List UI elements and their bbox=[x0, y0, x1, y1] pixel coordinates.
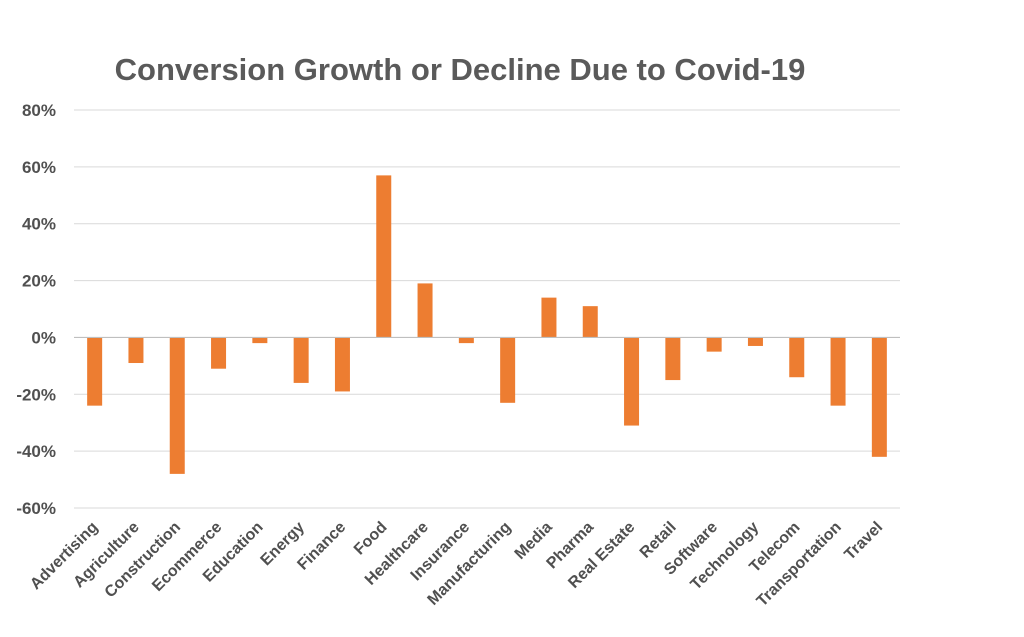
bar-construction bbox=[169, 337, 185, 474]
bar-insurance bbox=[458, 337, 474, 344]
x-axis-tick-labels: AdvertisingAgricultureConstructionEcomme… bbox=[27, 519, 886, 610]
y-tick-label: 40% bbox=[22, 215, 56, 234]
bar-advertising bbox=[87, 337, 103, 406]
y-tick-label: -40% bbox=[16, 442, 56, 461]
bar-finance bbox=[334, 337, 350, 392]
bar-travel bbox=[871, 337, 887, 457]
y-tick-label: -60% bbox=[16, 499, 56, 518]
x-tick-label: Travel bbox=[841, 519, 886, 564]
bar-software bbox=[706, 337, 722, 352]
chart-title: Conversion Growth or Decline Due to Covi… bbox=[115, 52, 806, 87]
x-tick-label: Food bbox=[351, 519, 391, 559]
bar-transportation bbox=[830, 337, 846, 406]
bar-telecom bbox=[789, 337, 805, 378]
bar-media bbox=[541, 297, 557, 338]
bar-pharma bbox=[582, 306, 598, 338]
bar-ecommerce bbox=[211, 337, 227, 369]
bar-real-estate bbox=[624, 337, 640, 426]
bar-food bbox=[376, 175, 392, 338]
bar-education bbox=[252, 337, 268, 344]
y-axis-tick-labels: 80% 60% 40% 20% 0% -20% -40% -60% bbox=[16, 101, 56, 518]
bar-healthcare bbox=[417, 283, 433, 338]
bar-retail bbox=[665, 337, 681, 381]
bar-energy bbox=[293, 337, 309, 383]
y-tick-label: 80% bbox=[22, 101, 56, 120]
y-tick-label: 0% bbox=[31, 328, 56, 347]
bars bbox=[87, 175, 887, 474]
bar-agriculture bbox=[128, 337, 144, 364]
y-tick-label: -20% bbox=[16, 385, 56, 404]
y-tick-label: 20% bbox=[22, 272, 56, 291]
bar-manufacturing bbox=[500, 337, 516, 403]
bar-technology bbox=[747, 337, 763, 346]
y-tick-label: 60% bbox=[22, 158, 56, 177]
gridlines bbox=[74, 109, 900, 509]
